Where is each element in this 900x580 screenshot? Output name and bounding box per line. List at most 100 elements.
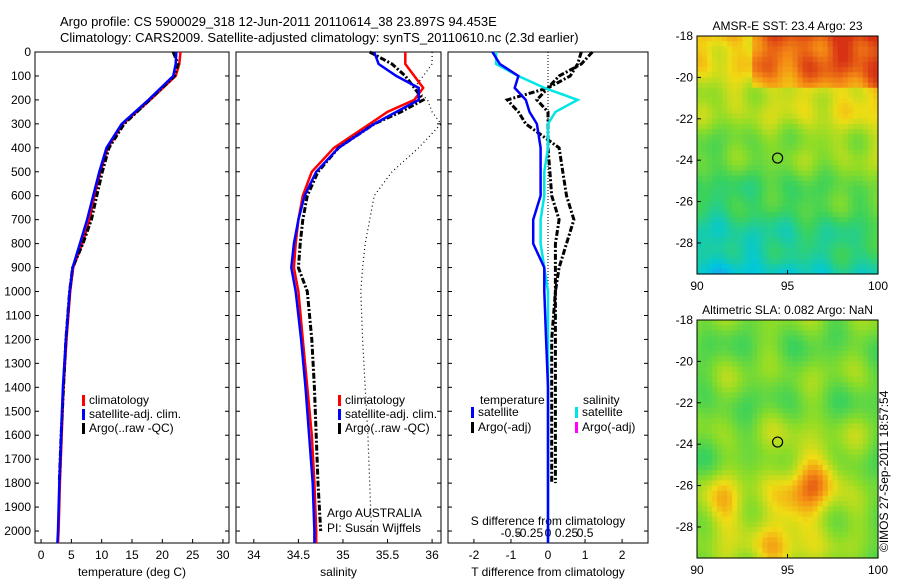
heatmap-cell	[702, 206, 708, 213]
heatmap-cell	[817, 459, 824, 466]
heatmap-cell	[762, 175, 768, 182]
heatmap-cell	[742, 480, 748, 487]
heatmap-cell	[697, 67, 703, 73]
heatmap-cell	[697, 340, 703, 347]
heatmap-cell	[727, 144, 733, 151]
heatmap-cell	[812, 46, 819, 53]
heatmap-cell	[712, 542, 718, 549]
heatmap-cell	[787, 92, 794, 99]
heatmap-cell	[842, 56, 849, 63]
heatmap-cell	[812, 407, 819, 414]
heatmap-cell	[712, 356, 718, 362]
heatmap-cell	[772, 175, 779, 182]
heatmap-cell	[832, 144, 839, 151]
heatmap-cell	[827, 485, 834, 492]
heatmap-cell	[797, 320, 804, 326]
heatmap-cell	[797, 134, 804, 141]
heatmap-cell	[747, 263, 753, 270]
heatmap-cell	[852, 340, 859, 347]
heatmap-cell	[822, 418, 829, 425]
heatmap-cell	[767, 160, 774, 166]
heatmap-cell	[817, 495, 824, 502]
heatmap-cell	[707, 418, 713, 425]
heatmap-cell	[732, 175, 738, 182]
heatmap-cell	[797, 325, 804, 331]
heatmap-cell	[757, 201, 763, 208]
heatmap-cell	[772, 542, 779, 549]
heatmap-cell	[832, 253, 839, 260]
heatmap-cell	[822, 371, 829, 378]
heatmap-cell	[807, 397, 814, 404]
heatmap-cell	[742, 144, 748, 151]
heatmap-cell	[702, 439, 708, 445]
heatmap-cell	[872, 211, 879, 218]
heatmap-cell	[812, 51, 819, 58]
heatmap-cell	[757, 351, 763, 357]
heatmap-cell	[787, 186, 794, 192]
heatmap-cell	[802, 149, 809, 156]
heatmap-cell	[842, 77, 849, 84]
heatmap-cell	[802, 320, 809, 326]
heatmap-cell	[852, 144, 859, 151]
heatmap-cell	[847, 511, 854, 518]
heatmap-cell	[812, 222, 819, 229]
heatmap-cell	[847, 366, 854, 373]
heatmap-cell	[772, 180, 779, 187]
heatmap-cell	[827, 180, 834, 187]
heatmap-cell	[852, 506, 859, 513]
heatmap-cell	[782, 516, 789, 523]
heatmap-cell	[817, 532, 824, 538]
heatmap-cell	[737, 268, 743, 275]
heatmap-cell	[827, 123, 834, 130]
heatmap-cell	[717, 217, 723, 223]
heatmap-cell	[782, 165, 789, 172]
heatmap-cell	[737, 134, 743, 141]
y-tick-label: 1500	[4, 404, 31, 418]
y-tick-label: 2000	[4, 524, 31, 538]
y-tick-label: -24	[676, 153, 694, 167]
heatmap-cell	[867, 340, 874, 347]
heatmap-cell	[852, 413, 859, 419]
heatmap-cell	[857, 242, 864, 249]
heatmap-cell	[782, 459, 789, 466]
heatmap-cell	[812, 382, 819, 388]
heatmap-cell	[717, 547, 723, 554]
heatmap-cell	[797, 485, 804, 492]
heatmap-cell	[847, 129, 854, 135]
heatmap-cell	[872, 402, 879, 409]
heatmap-cell	[742, 258, 748, 265]
heatmap-cell	[857, 516, 864, 523]
heatmap-cell	[817, 392, 824, 399]
heatmap-cell	[772, 345, 779, 352]
heatmap-cell	[717, 242, 723, 249]
heatmap-cell	[872, 532, 879, 538]
heatmap-cell	[837, 376, 844, 383]
heatmap-cell	[822, 501, 829, 507]
heatmap-cell	[697, 175, 703, 182]
heatmap-cell	[757, 402, 763, 409]
heatmap-cell	[847, 330, 854, 337]
heatmap-cell	[822, 242, 829, 249]
heatmap-cell	[832, 542, 839, 549]
heatmap-cell	[822, 320, 829, 326]
heatmap-cell	[757, 464, 763, 471]
heatmap-cell	[792, 253, 799, 260]
heatmap-cell	[847, 537, 854, 544]
heatmap-cell	[807, 211, 814, 218]
heatmap-cell	[732, 475, 738, 481]
heatmap-cell	[737, 211, 743, 218]
heatmap-cell	[862, 72, 869, 78]
heatmap-cell	[742, 186, 748, 192]
heatmap-cell	[787, 222, 794, 229]
heatmap-cell	[847, 46, 854, 53]
heatmap-cell	[752, 67, 758, 73]
heatmap-cell	[807, 402, 814, 409]
heatmap-cell	[827, 433, 834, 440]
heatmap-cell	[787, 330, 794, 337]
heatmap-cell	[817, 320, 824, 326]
heatmap-cell	[802, 211, 809, 218]
heatmap-cell	[772, 206, 779, 213]
heatmap-cell	[852, 87, 859, 94]
heatmap-cell	[727, 470, 733, 476]
heatmap-cell	[712, 87, 718, 94]
